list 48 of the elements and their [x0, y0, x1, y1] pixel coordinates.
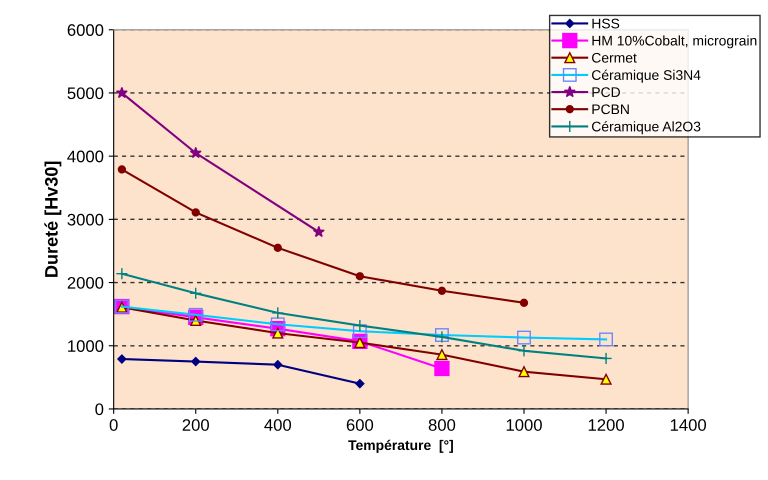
y-tick-label: 5000 [68, 87, 104, 100]
point [118, 165, 126, 174]
point [434, 360, 450, 376]
point [192, 208, 200, 217]
legend-label: HM 10%Cobalt, micrograin [592, 35, 756, 48]
legend-label: Cermet [592, 52, 637, 63]
x-tick-label: 1000 [506, 419, 542, 431]
point [436, 330, 448, 344]
legend-label: PCBN [592, 104, 629, 114]
point [354, 319, 366, 332]
legend-label: Céramique Si3N4 [592, 70, 701, 83]
point [600, 374, 612, 385]
y-tick-label: 1000 [68, 340, 104, 352]
point [518, 344, 530, 358]
point [355, 379, 364, 388]
y-tick-label: 3000 [68, 214, 104, 226]
point [600, 352, 612, 365]
y-tick-label: 6000 [68, 24, 104, 36]
point [116, 86, 128, 98]
point [356, 272, 364, 280]
point [191, 356, 200, 366]
legend-label: PCD [592, 87, 620, 98]
x-tick-label: 400 [264, 419, 292, 431]
x-axis-title: Température [°] [348, 440, 453, 453]
legend-label: HSS [592, 18, 620, 28]
point [273, 360, 282, 370]
point [117, 354, 126, 364]
y-axis-title: Dureté [Hv30] [44, 162, 62, 277]
x-tick-label: 200 [182, 419, 209, 431]
x-tick-label: 0 [110, 419, 118, 431]
y-tick-label: 4000 [67, 150, 104, 162]
point [520, 298, 528, 307]
x-tick-label: 800 [428, 419, 456, 431]
point [436, 349, 448, 360]
x-tick-label: 1200 [588, 419, 624, 431]
x-tick-label: 1400 [670, 419, 706, 431]
y-tick-label: 2000 [68, 276, 104, 289]
x-tick-label: 600 [346, 419, 374, 431]
point [274, 244, 282, 252]
point [116, 267, 128, 280]
y-tick-label: 0 [95, 403, 104, 416]
point [190, 146, 202, 158]
point [272, 306, 284, 320]
point [312, 226, 325, 238]
point [518, 366, 530, 378]
legend-label: Céramique Al2O3 [592, 121, 700, 134]
point [438, 286, 446, 295]
point [189, 287, 202, 300]
